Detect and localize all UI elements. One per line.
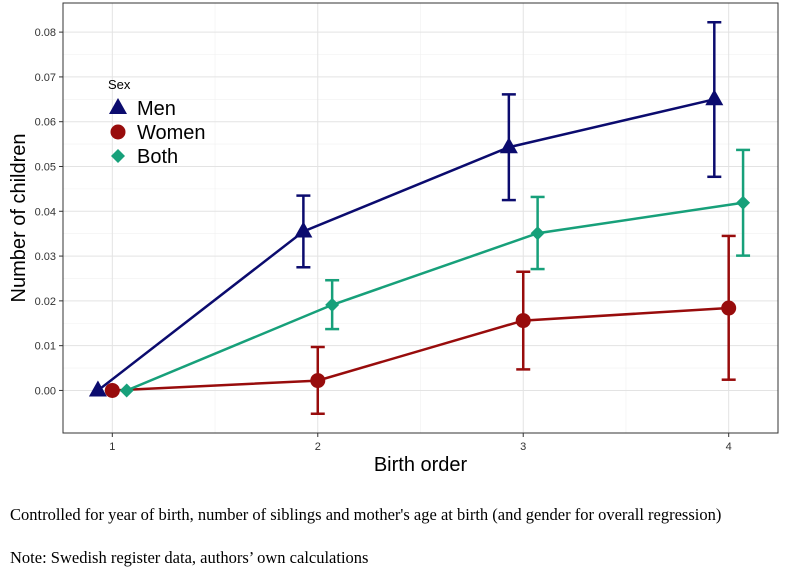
data-point (294, 221, 313, 238)
series-line (126, 201, 744, 392)
series-layer (88, 21, 751, 415)
y-tick-label: 0.00 (35, 385, 56, 397)
y-tick-label: 0.06 (35, 117, 56, 129)
data-point (119, 383, 134, 398)
series-women (104, 234, 737, 415)
data-point (88, 380, 107, 397)
caption-controls: Controlled for year of birth, number of … (10, 505, 722, 524)
y-tick-label: 0.03 (35, 251, 56, 263)
data-point (515, 313, 531, 329)
data-point (104, 382, 120, 398)
data-point (325, 297, 340, 312)
x-tick-label: 2 (315, 441, 321, 453)
chart: 0.00 0.01 0.02 0.03 0.04 0.05 0.06 0.07 0.08 1 2 3… (8, 2, 779, 476)
grid (63, 3, 778, 433)
series-line (112, 306, 729, 392)
x-axis-title: Birth order (374, 454, 468, 476)
y-tick-label: 0.04 (35, 206, 56, 218)
legend-title: Sex (108, 77, 131, 92)
legend-label-men: Men (137, 98, 176, 120)
y-axis-title: Number of children (8, 134, 30, 303)
y-tick-label: 0.01 (35, 341, 56, 353)
series-both (119, 148, 751, 398)
data-point (736, 195, 751, 210)
data-point (530, 226, 545, 241)
legend-key-women (110, 124, 126, 140)
series-men (88, 21, 724, 397)
y-tick-label: 0.08 (35, 27, 56, 39)
data-point (721, 300, 737, 316)
legend-label-women: Women (137, 122, 206, 144)
data-point (310, 373, 326, 389)
y-tick-label: 0.07 (35, 72, 56, 84)
legend-label-both: Both (137, 146, 178, 168)
series-line (97, 98, 715, 392)
y-tick-label: 0.02 (35, 296, 56, 308)
legend-key-men (109, 98, 127, 114)
y-tick-label: 0.05 (35, 161, 56, 173)
y-axis: 0.00 0.01 0.02 0.03 0.04 0.05 0.06 0.07 0.08 (35, 27, 63, 397)
legend-key-both (111, 149, 125, 163)
x-tick-label: 4 (726, 441, 732, 453)
x-axis: 1 2 3 4 (109, 433, 732, 453)
data-point (499, 137, 518, 154)
data-point (705, 89, 724, 106)
x-tick-label: 3 (520, 441, 526, 453)
caption-note: Note: Swedish register data, authors’ ow… (10, 548, 369, 567)
x-tick-label: 1 (109, 441, 115, 453)
plot-panel-border (62, 2, 779, 434)
